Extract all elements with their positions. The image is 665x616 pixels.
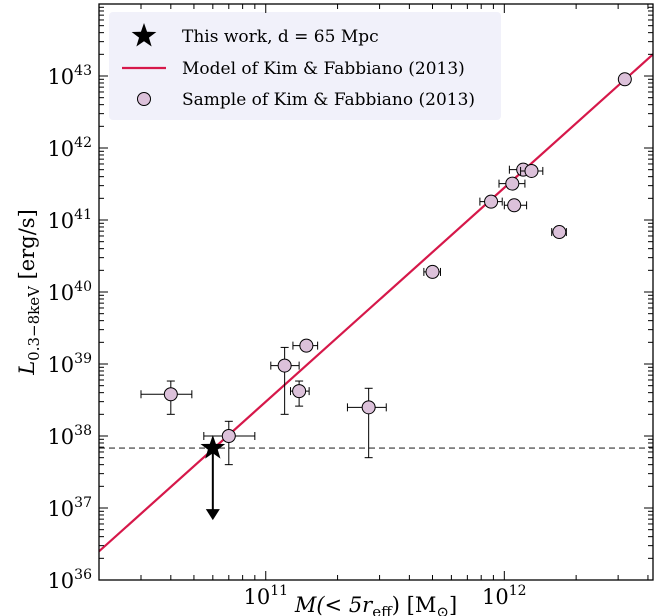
data-point [292,338,319,353]
data-point [520,163,544,178]
sample-marker [292,384,307,399]
data-point [140,380,193,415]
sample-marker [524,163,539,178]
sample-marker [552,225,567,240]
legend-label: Sample of Kim & Fabbiano (2013) [182,90,475,110]
sample-marker [361,400,376,415]
axis-labels: M(< 5reff) [M⊙] L0.3−8keV [erg/s] [15,209,457,616]
model-line [99,53,653,553]
markers-layer [140,72,632,521]
legend-item: This work, d = 65 Mpc [131,23,379,47]
y-tick-label: 1037 [47,495,92,521]
star-marker [200,435,226,459]
y-tick-label: 1042 [47,135,92,161]
data-point [270,346,300,415]
data-point [551,225,567,240]
legend-star-icon [131,23,157,47]
x-tick-label: 1012 [482,583,527,609]
y-tick-label: 1036 [47,567,92,593]
sample-marker [617,72,632,87]
data-point [503,198,528,213]
legend-circle-icon [137,92,151,106]
legend-label: Model of Kim & Fabbiano (2013) [182,59,465,79]
sample-marker [484,194,499,209]
y-tick-label: 1041 [47,207,92,233]
data-point [423,264,441,279]
y-tick-label: 1040 [47,279,92,305]
legend-item: Sample of Kim & Fabbiano (2013) [137,90,475,110]
legend-box [109,12,501,120]
legend-item: Model of Kim & Fabbiano (2013) [122,59,465,79]
sample-marker [505,176,520,191]
legend-label: This work, d = 65 Mpc [182,27,379,47]
data-point [290,380,310,407]
data-point [617,72,632,87]
sample-marker [299,338,314,353]
x-tick-label: 1011 [243,583,288,609]
sample-marker [425,264,440,279]
upper-limit-arrow-head [205,509,220,521]
legend: This work, d = 65 Mpc Model of Kim & Fabb… [122,23,475,110]
x-axis-label: M(< 5reff) [M⊙] [294,593,457,616]
sample-marker [277,358,292,373]
ticks-layer: 1036 1037 1038 1039 1040 1041 1042 1043 1011 1012 [47,4,653,609]
y-tick-label: 1039 [47,351,92,377]
sample-marker [221,429,236,443]
data-point [203,420,256,466]
y-axis-label: L0.3−8keV [erg/s] [15,209,43,376]
y-tick-label: 1043 [47,63,92,89]
data-point [346,387,387,459]
sample-marker [163,387,178,402]
plot-area [99,53,653,553]
data-point [479,194,503,209]
this-work-point [200,435,226,521]
data-point [498,176,526,191]
sample-marker [507,198,522,213]
y-tick-label: 1038 [47,423,92,449]
